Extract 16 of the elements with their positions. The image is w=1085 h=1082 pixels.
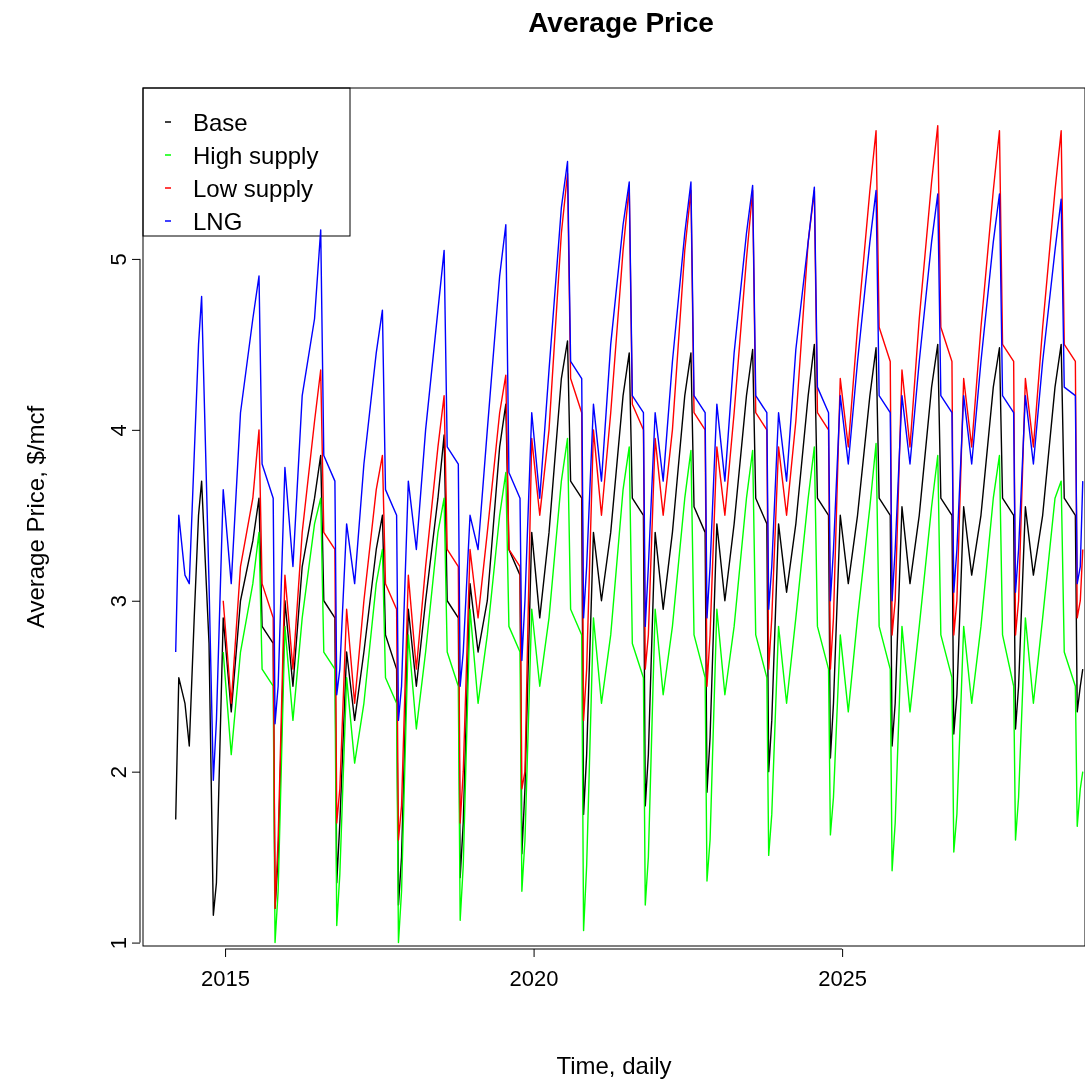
x-tick-label: 2015 <box>201 966 251 992</box>
legend-label: Low supply <box>193 175 314 203</box>
y-axis-title: Average Price, $/mcf <box>22 405 49 629</box>
legend-label: High supply <box>193 142 319 170</box>
x-axis-title: Time, daily <box>556 1052 672 1079</box>
y-tick-label: 4 <box>105 424 131 437</box>
y-tick-label: 2 <box>105 766 131 779</box>
y-tick-label: 5 <box>105 253 131 266</box>
y-tick-label: 1 <box>105 936 131 950</box>
legend-label: LNG <box>193 208 243 236</box>
x-tick-label: 2025 <box>818 966 868 992</box>
chart-title: Average Price <box>528 7 714 38</box>
y-tick-label: 3 <box>105 595 131 608</box>
line-series <box>222 437 1084 944</box>
x-tick-label: 2020 <box>509 966 559 992</box>
legend-label: Base <box>193 109 248 137</box>
